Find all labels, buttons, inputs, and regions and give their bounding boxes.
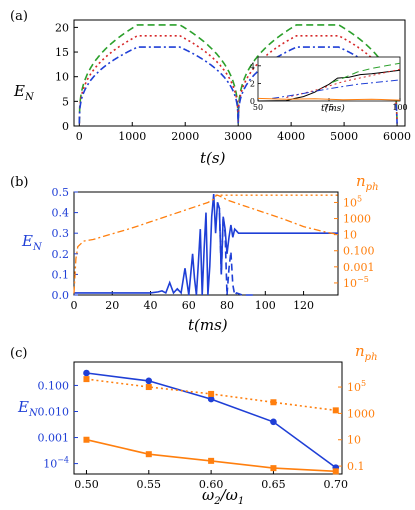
data-point-c-1 — [145, 384, 152, 391]
inset-line-1 — [331, 62, 401, 83]
ylabel-right-b: nph — [356, 172, 379, 193]
ylabel-a: EN — [13, 82, 35, 103]
xtick-label-a: 6000 — [383, 130, 411, 143]
series-line-b-2 — [73, 194, 339, 294]
ylabel-left-b: EN — [21, 232, 43, 253]
ytick-label-b: 0.5 — [52, 186, 70, 199]
ytick-label-a: 10 — [55, 71, 69, 84]
right-ytick-label-c: 10 — [347, 434, 361, 447]
xtick-label-a: 1000 — [118, 130, 146, 143]
ytick-label-a: 5 — [62, 95, 69, 108]
right-ytick-label-b: 10−5 — [343, 275, 369, 290]
ytick-label-b: 0.3 — [52, 227, 70, 240]
xtick-label-a: 3000 — [224, 130, 252, 143]
series-line-c-2 — [86, 438, 336, 473]
ytick-label-b: 0.0 — [52, 289, 70, 302]
xtick-label-c: 0.50 — [74, 478, 99, 491]
right-ytick-label-b: 10 — [343, 229, 357, 242]
series-line-c-0 — [86, 372, 337, 469]
xlabel-a: t(s) — [200, 149, 226, 167]
data-point-c-0 — [145, 377, 153, 385]
ytick-label-a: 20 — [55, 21, 69, 34]
inset-line-0 — [257, 69, 401, 102]
panel-label-c: (c) — [10, 346, 27, 361]
xtick-label-b: 20 — [105, 299, 119, 312]
panel-b: (b) EN nph t(ms) 0 20 40 60 80 100 120 0.0 0.1 0.… — [10, 172, 379, 334]
plot-frame-c — [73, 361, 343, 475]
right-ytick-label-b: 0.100 — [343, 245, 375, 258]
series-line-a-2 — [78, 46, 398, 124]
inset-xtick-label: 50 — [253, 103, 263, 112]
data-point-c-2 — [83, 436, 90, 443]
inset-xtick-label: 100 — [392, 103, 407, 112]
xtick-label-b: 80 — [220, 299, 234, 312]
data-point-c-1 — [332, 407, 339, 414]
xtick-label-b: 100 — [255, 299, 276, 312]
ytick-label-b: 0.2 — [52, 248, 70, 261]
panel-label-b: (b) — [10, 175, 28, 190]
xtick-label-a: 2000 — [171, 130, 199, 143]
ytick-label-a: 15 — [55, 46, 69, 59]
ytick-label-c: 0.100 — [38, 379, 70, 392]
inset-line-4 — [257, 97, 401, 101]
data-point-c-1 — [83, 376, 90, 383]
series-line-b-0 — [74, 194, 338, 296]
panel-label-a: (a) — [10, 9, 28, 24]
xtick-label-c: 0.65 — [261, 478, 286, 491]
xtick-label-a: 4000 — [277, 130, 305, 143]
inset-xtick-label: 75 — [324, 103, 334, 112]
inset-ytick-label: 0 — [250, 97, 255, 106]
xtick-label-b: 120 — [293, 299, 314, 312]
xlabel-c: ω2/ω1 — [202, 486, 244, 507]
right-ytick-label-b: 105 — [343, 194, 362, 209]
xtick-label-c: 0.55 — [137, 478, 162, 491]
ytick-label-b: 0.1 — [52, 268, 70, 281]
xlabel-b: t(ms) — [188, 316, 228, 334]
data-point-c-2 — [270, 465, 277, 472]
plot-frame-a — [73, 19, 406, 127]
inset-line-3 — [272, 79, 401, 99]
data-point-c-1 — [208, 390, 215, 397]
ytick-label-b: 0.4 — [52, 207, 70, 220]
ytick-label-c: 0.001 — [38, 432, 70, 445]
ylabel-right-c: nph — [355, 342, 378, 363]
inset-ytick-label: 4 — [250, 62, 255, 71]
xtick-label-a: 0 — [76, 130, 83, 143]
series-line-a-0 — [78, 24, 398, 124]
xtick-label-b: 0 — [71, 299, 78, 312]
data-point-c-0 — [83, 369, 90, 377]
series-line-a-1 — [78, 35, 398, 124]
right-ytick-label-c: 0.1 — [347, 460, 365, 473]
series-line-b-1 — [216, 202, 256, 297]
plot-frame-b — [73, 191, 339, 296]
panel-c: (c) EN nph ω2/ω1 0.50 0.55 0.60 0.65 0.70 10−… — [10, 342, 378, 507]
inset-frame-a — [257, 56, 401, 102]
right-ytick-label-b: 0.001 — [343, 261, 375, 274]
data-point-c-2 — [332, 468, 339, 475]
xtick-label-b: 40 — [144, 299, 158, 312]
right-ytick-label-c: 105 — [347, 379, 366, 394]
right-ytick-label-c: 1000 — [347, 407, 375, 420]
inset-ytick-label: 2 — [250, 79, 255, 88]
data-point-c-1 — [270, 399, 277, 406]
xtick-label-a: 5000 — [330, 130, 358, 143]
ytick-label-a: 0 — [62, 120, 69, 133]
data-point-c-0 — [207, 395, 215, 403]
xtick-label-c: 0.60 — [199, 478, 224, 491]
ytick-label-c: 0.010 — [38, 405, 70, 418]
data-point-c-0 — [270, 418, 277, 426]
right-ytick-label-b: 1000 — [343, 213, 371, 226]
xtick-label-b: 60 — [182, 299, 196, 312]
ylabel-left-c: EN — [17, 398, 39, 419]
data-point-c-2 — [145, 451, 152, 458]
data-point-c-2 — [208, 457, 215, 464]
ytick-label-c: 10−4 — [43, 456, 69, 471]
inset-xlabel: t(ms) — [321, 103, 345, 114]
xtick-label-c: 0.70 — [324, 478, 349, 491]
panel-a: (a) EN t(s) 0 1000 2000 3000 4000 5000 6000051… — [10, 9, 411, 167]
